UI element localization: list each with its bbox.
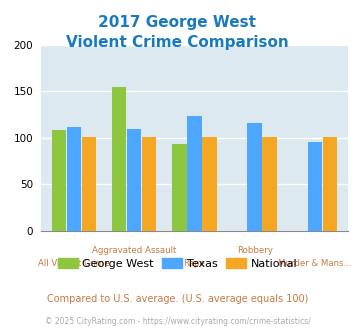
Text: 2017 George West: 2017 George West	[98, 15, 257, 30]
Bar	[187, 116, 202, 231]
Bar	[82, 137, 96, 231]
Text: Robbery: Robbery	[237, 246, 273, 255]
Text: Aggravated Assault: Aggravated Assault	[92, 246, 176, 255]
Bar	[112, 86, 126, 231]
Bar	[202, 137, 217, 231]
Bar	[247, 123, 262, 231]
Bar	[67, 127, 81, 231]
Bar	[323, 137, 337, 231]
Bar	[127, 129, 141, 231]
Legend: George West, Texas, National: George West, Texas, National	[53, 254, 302, 273]
Text: All Violent Crime: All Violent Crime	[38, 259, 110, 268]
Text: Murder & Mans...: Murder & Mans...	[278, 259, 351, 268]
Bar	[142, 137, 157, 231]
Text: © 2025 CityRating.com - https://www.cityrating.com/crime-statistics/: © 2025 CityRating.com - https://www.city…	[45, 317, 310, 326]
Text: Rape: Rape	[184, 259, 205, 268]
Bar	[262, 137, 277, 231]
Bar	[172, 144, 186, 231]
Bar	[52, 130, 66, 231]
Bar	[307, 143, 322, 231]
Text: Violent Crime Comparison: Violent Crime Comparison	[66, 35, 289, 50]
Text: Compared to U.S. average. (U.S. average equals 100): Compared to U.S. average. (U.S. average …	[47, 294, 308, 304]
